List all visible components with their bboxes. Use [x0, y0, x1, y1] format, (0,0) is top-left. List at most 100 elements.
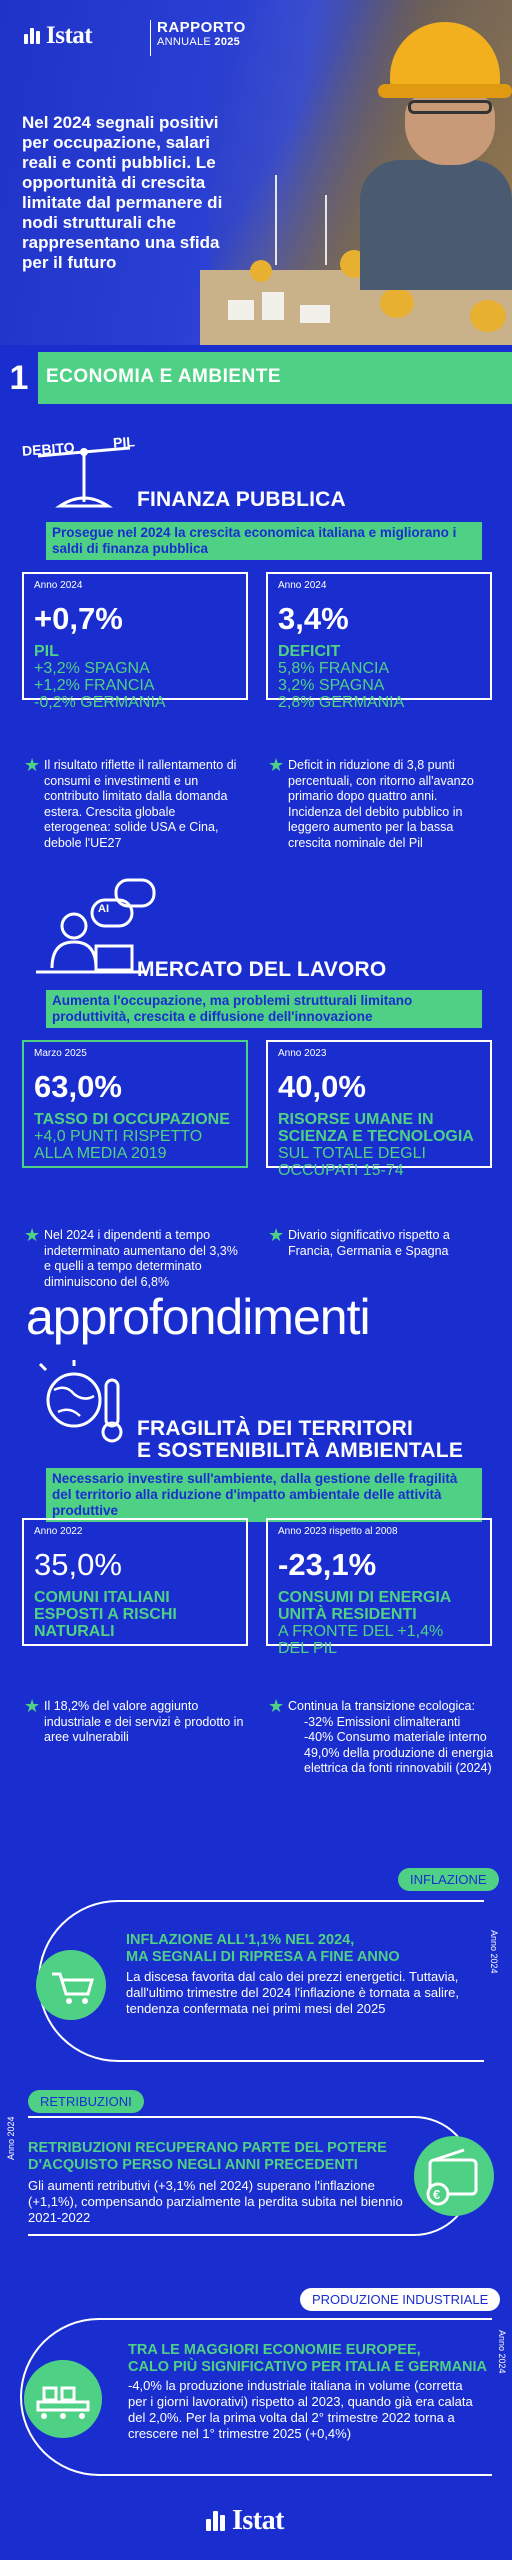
card-title-line: MA SEGNALI DI RIPRESA A FINE ANNO	[126, 1949, 400, 1965]
stat-sub: SUL TOTALE DEGLI	[278, 1145, 426, 1162]
stat-sub: +4,0 PUNTI RISPETTO	[34, 1128, 203, 1145]
model-tree	[380, 288, 414, 318]
lavoro-highlight: Aumenta l'occupazione, ma problemi strut…	[46, 990, 482, 1028]
territori-note-2: Continua la transizione ecologica: -32% …	[288, 1699, 498, 1777]
territori-note-2-line: -40% Consumo materiale interno	[304, 1730, 487, 1744]
footer-istat-logo: Istat	[206, 2505, 284, 2537]
card-inflazione-year: Anno 2024	[489, 1930, 499, 1974]
stat-period: Anno 2024	[278, 580, 327, 591]
hero-banner: Istat RAPPORTO ANNUALE 2025 Nel 2024 seg…	[0, 0, 512, 345]
stat-value: 35,0%	[34, 1547, 122, 1582]
star-icon: ★	[268, 1696, 285, 1716]
card-inflazione-title: INFLAZIONE ALL'1,1% NEL 2024, MA SEGNALI…	[126, 1932, 456, 1966]
cart-icon-circle	[36, 1950, 106, 2020]
star-icon: ★	[268, 1225, 285, 1245]
model-house	[262, 292, 284, 320]
lavoro-title: MERCATO DEL LAVORO	[137, 958, 387, 981]
card-produzione-year: Anno 2024	[497, 2330, 507, 2374]
stat-sub: 5,8% FRANCIA	[278, 660, 390, 677]
wallet-icon-circle: €	[414, 2136, 494, 2216]
wind-turbine	[325, 195, 327, 265]
wallet-icon: €	[426, 2148, 478, 2206]
stat-period: Anno 2022	[34, 1526, 83, 1537]
card-retribuzioni-year: Anno 2024	[6, 2116, 16, 2160]
card-title-line: CALO PIÙ SIGNIFICATIVO PER ITALIA E GERM…	[128, 2359, 488, 2375]
stat-box-pil: Anno 2024 +0,7% PIL +3,2% SPAGNA +1,2% F…	[22, 572, 248, 711]
finanza-title: FINANZA PUBBLICA	[137, 488, 346, 511]
stat-value: 3,4%	[278, 601, 349, 636]
header-divider	[150, 20, 151, 56]
factory-icon	[36, 2386, 90, 2419]
tag-retribuzioni: RETRIBUZIONI	[28, 2090, 144, 2113]
tag-produzione: PRODUZIONE INDUSTRIALE	[300, 2288, 501, 2311]
territori-note-2-line: Continua la transizione ecologica:	[288, 1699, 475, 1713]
scale-pil-label: PIL	[112, 433, 136, 451]
finanza-note-2: Deficit in riduzione di 3,8 punti percen…	[288, 758, 474, 850]
card-title-line: RETRIBUZIONI RECUPERANO PARTE DEL POTERE	[28, 2140, 387, 2156]
report-sub-prefix: ANNUALE	[157, 36, 212, 48]
stat-period: Anno 2023 rispetto al 2008	[278, 1526, 398, 1537]
star-icon: ★	[24, 1696, 41, 1716]
stat-box-risorse-umane: Anno 2023 40,0% RISORSE UMANE IN SCIENZA…	[266, 1040, 492, 1179]
cart-icon	[52, 1972, 94, 2004]
wind-turbine	[275, 175, 277, 265]
report-year: 2025	[214, 36, 241, 48]
section-banner: 1 ECONOMIA E AMBIENTE	[0, 352, 512, 404]
card-produzione-text: -4,0% la produzione industriale italiana…	[128, 2378, 473, 2441]
stat-label: COMUNI ITALIANI	[34, 1589, 170, 1606]
worker-face	[405, 95, 495, 165]
territori-title-1: FRAGILITÀ DEI TERRITORI	[137, 1417, 414, 1440]
model-tree	[250, 260, 272, 282]
card-produzione-frame	[20, 2318, 492, 2476]
stat-sub: 2,8% GERMANIA	[278, 694, 405, 711]
worker-torso	[360, 160, 512, 290]
stat-sub: OCCUPATI 15-74	[278, 1162, 404, 1179]
territori-title-2: E SOSTENIBILITÀ AMBIENTALE	[137, 1439, 464, 1462]
card-inflazione-text: La discesa favorita dal calo dei prezzi …	[126, 1969, 460, 2016]
stat-value: 63,0%	[34, 1069, 122, 1104]
worker-glasses	[408, 100, 492, 114]
tag-inflazione: INFLAZIONE	[398, 1868, 499, 1891]
stat-label: SCIENZA E TECNOLOGIA	[278, 1128, 474, 1145]
stat-sub: +3,2% SPAGNA	[34, 660, 150, 677]
card-produzione-title: TRA LE MAGGIORI ECONOMIE EUROPEE, CALO P…	[128, 2342, 488, 2376]
lavoro-note-2: Divario significativo rispetto a Francia…	[288, 1228, 450, 1258]
factory-icon-circle	[24, 2360, 102, 2438]
stat-label: CONSUMI DI ENERGIA	[278, 1589, 452, 1606]
card-title-line: INFLAZIONE ALL'1,1% NEL 2024,	[126, 1932, 355, 1948]
card-retribuzioni-text: Gli aumenti retributivi (+3,1% nel 2024)…	[28, 2178, 403, 2225]
model-house	[228, 300, 254, 320]
footer-logo-text: Istat	[232, 2505, 284, 2536]
section-number: 1	[0, 352, 38, 404]
card-title-line: D'ACQUISTO PERSO NEGLI ANNI PRECEDENTI	[28, 2157, 358, 2173]
stat-sub: -0,2% GERMANIA	[34, 694, 166, 711]
model-house	[300, 305, 330, 323]
istat-logo-text: Istat	[46, 22, 93, 49]
stat-box-comuni: Anno 2022 35,0% COMUNI ITALIANI ESPOSTI …	[22, 1518, 248, 1646]
svg-text:€: €	[433, 2187, 440, 2202]
lavoro-note-1: Nel 2024 i dipendenti a tempo indetermin…	[44, 1228, 238, 1289]
istat-logo: Istat	[24, 22, 93, 50]
star-icon: ★	[24, 1225, 41, 1245]
stat-sub: DEL PIL	[278, 1640, 337, 1657]
stat-label: TASSO DI OCCUPAZIONE	[34, 1111, 230, 1128]
stat-label: UNITÀ RESIDENTI	[278, 1606, 417, 1623]
stat-label: RISORSE UMANE IN	[278, 1111, 434, 1128]
star-icon: ★	[24, 755, 41, 775]
stat-period: Anno 2023	[278, 1048, 327, 1059]
finanza-highlight: Prosegue nel 2024 la crescita economica …	[46, 522, 482, 560]
finanza-note-1: Il risultato riflette il rallentamento d…	[44, 758, 237, 850]
report-subtitle: ANNUALE 2025	[157, 36, 240, 48]
stat-box-energia: Anno 2023 rispetto al 2008 -23,1% CONSUM…	[266, 1518, 492, 1657]
stat-value: -23,1%	[278, 1547, 377, 1582]
report-title: RAPPORTO	[157, 19, 246, 36]
stat-label: NATURALI	[34, 1623, 115, 1640]
stat-label: DEFICIT	[278, 643, 341, 660]
stat-period: Marzo 2025	[34, 1048, 87, 1059]
istat-logo-mark	[206, 2511, 226, 2531]
stat-box-deficit: Anno 2024 3,4% DEFICIT 5,8% FRANCIA 3,2%…	[266, 572, 492, 711]
territori-highlight: Necessario investire sull'ambiente, dall…	[46, 1468, 482, 1522]
model-tree	[470, 300, 506, 332]
stat-sub: 3,2% SPAGNA	[278, 677, 385, 694]
earth-thermometer-icon	[38, 1360, 123, 1443]
